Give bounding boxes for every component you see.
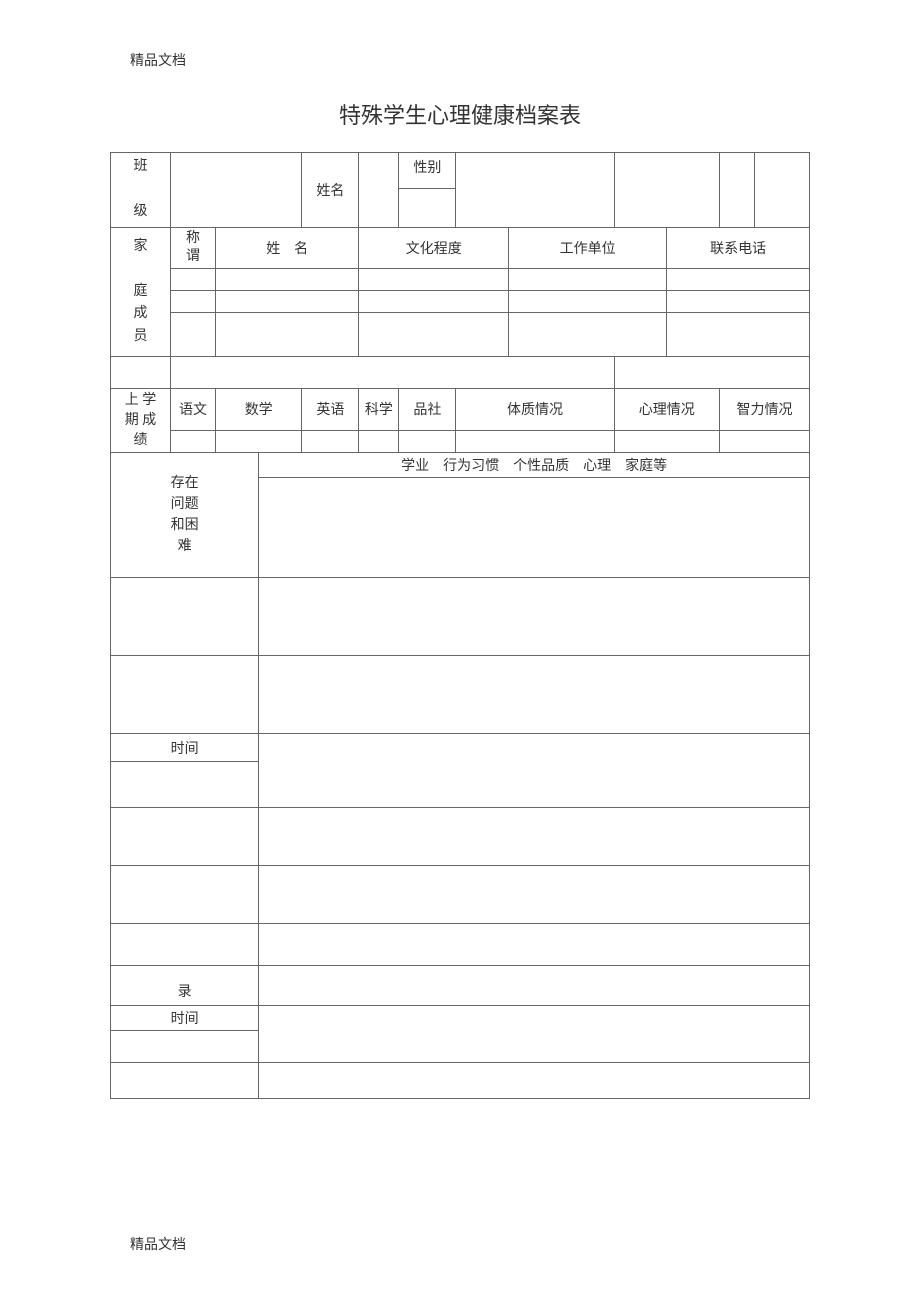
- document-title: 特殊学生心理健康档案表: [110, 98, 810, 130]
- grades-physical-value: [456, 430, 614, 453]
- record-label: 录: [111, 966, 259, 1006]
- grades-society-value: [399, 430, 456, 453]
- family-row3-relation: [171, 313, 216, 357]
- blank-row-4-left: [111, 866, 259, 924]
- time-label-1: 时间: [111, 734, 259, 762]
- record-content: [259, 966, 810, 1006]
- spacer-row-3: [614, 357, 809, 389]
- grades-science-label: 科学: [359, 389, 399, 430]
- grades-intelligence-value: [720, 430, 810, 453]
- family-row1-relation: [171, 269, 216, 291]
- footer-watermark: 精品文档: [130, 1234, 186, 1254]
- grades-intelligence-label: 智力情况: [720, 389, 810, 430]
- family-col-relation: 称谓: [171, 228, 216, 269]
- blank-row-3-left: [111, 808, 259, 866]
- family-row3-name: [216, 313, 359, 357]
- name-label: 姓名: [302, 153, 359, 228]
- grades-english-label: 英语: [302, 389, 359, 430]
- blank-row-2-left: [111, 656, 259, 734]
- blank-row-2-right: [259, 656, 810, 734]
- spacer-row-2: [171, 357, 615, 389]
- family-col-name: 姓 名: [216, 228, 359, 269]
- grades-mental-label: 心理情况: [614, 389, 719, 430]
- grades-mental-value: [614, 430, 719, 453]
- family-row2-name: [216, 291, 359, 313]
- gender-value: [456, 153, 614, 228]
- grades-chinese-label: 语文: [171, 389, 216, 430]
- time-label-2: 时间: [111, 1006, 259, 1031]
- header-watermark: 精品文档: [130, 50, 810, 70]
- family-col-education: 文化程度: [359, 228, 509, 269]
- family-row2-education: [359, 291, 509, 313]
- family-row1-name: [216, 269, 359, 291]
- blank-row-3-right: [259, 808, 810, 866]
- problems-label: 存在问题和困难: [111, 453, 259, 578]
- blank-row-5-right: [259, 924, 810, 966]
- family-col-phone: 联系电话: [667, 228, 810, 269]
- grades-english-value: [302, 430, 359, 453]
- grades-science-value: [359, 430, 399, 453]
- problems-content: [259, 478, 810, 578]
- family-row3-workplace: [509, 313, 667, 357]
- main-form-table: 班级 姓名 性别 家庭成员 称谓 姓 名 文化程度 工作单位 联系电话: [110, 152, 810, 1099]
- blank-row-4-right: [259, 866, 810, 924]
- problems-hint: 学业 行为习惯 个性品质 心理 家庭等: [259, 453, 810, 478]
- family-row1-phone: [667, 269, 810, 291]
- blank-row-6-left: [111, 1063, 259, 1099]
- extra-field-3: [755, 153, 810, 228]
- grades-physical-label: 体质情况: [456, 389, 614, 430]
- family-row3-phone: [667, 313, 810, 357]
- family-row3-education: [359, 313, 509, 357]
- family-row1-education: [359, 269, 509, 291]
- family-col-workplace: 工作单位: [509, 228, 667, 269]
- extra-field-2: [720, 153, 755, 228]
- time-content-1: [259, 734, 810, 808]
- extra-field-1: [614, 153, 719, 228]
- grades-chinese-value: [171, 430, 216, 453]
- gender-value-below: [399, 189, 456, 228]
- spacer-row-1: [111, 357, 171, 389]
- time-content-2: [259, 1006, 810, 1063]
- family-label: 家庭成员: [111, 228, 171, 357]
- family-row2-relation: [171, 291, 216, 313]
- gender-label: 性别: [399, 153, 456, 189]
- family-row1-workplace: [509, 269, 667, 291]
- name-value: [359, 153, 399, 228]
- family-row2-phone: [667, 291, 810, 313]
- class-value: [171, 153, 302, 228]
- blank-row-6-right: [259, 1063, 810, 1099]
- blank-row-1-right: [259, 578, 810, 656]
- time-below-2: [111, 1031, 259, 1063]
- blank-row-1-left: [111, 578, 259, 656]
- grades-label: 上 学期 成绩: [111, 389, 171, 453]
- grades-math-label: 数学: [216, 389, 302, 430]
- blank-row-5-left: [111, 924, 259, 966]
- family-row2-workplace: [509, 291, 667, 313]
- class-label: 班级: [111, 153, 171, 228]
- time-below-1: [111, 762, 259, 808]
- grades-math-value: [216, 430, 302, 453]
- grades-society-label: 品社: [399, 389, 456, 430]
